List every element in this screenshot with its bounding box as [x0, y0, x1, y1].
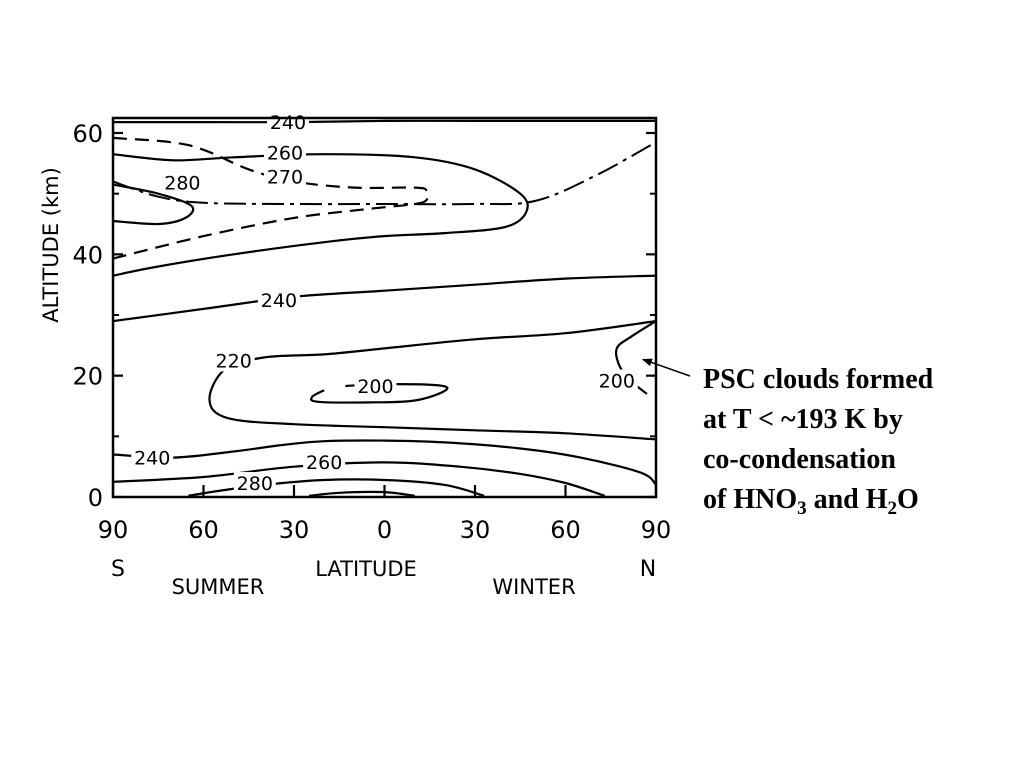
contour-label-bg: [131, 446, 174, 469]
contour-label-280: 280: [237, 473, 273, 495]
contour-label-260: 260: [267, 142, 303, 164]
x-axis-label: LATITUDE: [315, 557, 417, 581]
south-label: S: [111, 557, 125, 582]
winter-label: WINTER: [492, 575, 575, 599]
x-tick-label: 90: [98, 516, 129, 544]
x-tick-label: 90: [641, 516, 672, 544]
contour-label-200: 200: [357, 376, 393, 398]
contour-line-200-6: [309, 383, 449, 404]
axis-labels: ALTITUDE (km) LATITUDE S N SUMMER WINTER: [39, 167, 656, 599]
subscript: 3: [797, 498, 807, 519]
contour-line-280-10: [188, 478, 485, 497]
annotation-text-part: O: [897, 484, 919, 515]
contour-label-240: 240: [270, 112, 306, 134]
contour-label-240: 240: [134, 448, 170, 470]
contour-label-bg: [303, 450, 346, 473]
contour-line-220-5: [208, 320, 657, 441]
plot-axes: 0 20 40 60 90 60 30 0 30 60 90: [72, 116, 672, 544]
contour-label-220: 220: [216, 351, 252, 373]
x-tick-label: 0: [377, 516, 392, 544]
annotation-line-3: co-condensation: [703, 444, 896, 475]
contour-label-bg: [161, 171, 204, 194]
annotation-arrow: [641, 358, 691, 377]
contour-line-260-1: [112, 153, 529, 277]
psc-annotation: PSC clouds formed at T < ~193 K by co-cond…: [703, 360, 1003, 520]
contour-line-240-0: [113, 119, 656, 124]
contour-label-bg: [595, 369, 638, 392]
contour-line-unlabeled-11: [308, 490, 415, 497]
contour-label-bg: [263, 141, 306, 164]
annotation-text-part: and H: [806, 484, 888, 515]
contour-line-240-8: [112, 439, 657, 486]
y-tick-label: 0: [88, 484, 103, 512]
contour-line-240-4: [112, 274, 657, 323]
annotation-line-4: of HNO3 and H2O: [703, 480, 1003, 520]
subscript: 2: [887, 498, 898, 519]
annotation-line-2: at T < ~193 K by: [703, 404, 903, 435]
contour-label-bg: [233, 472, 276, 495]
y-tick-label: 60: [72, 120, 103, 148]
contour-label-240: 240: [261, 290, 297, 312]
contour-line-280-3: [112, 183, 195, 226]
x-tick-label: 60: [188, 516, 219, 544]
north-label: N: [640, 557, 656, 582]
contour-label-bg: [354, 374, 397, 397]
dash-dot-line: [112, 141, 657, 206]
y-tick-label: 20: [72, 363, 103, 391]
annotation-text-part: of HNO: [703, 484, 798, 515]
contour-label-bg: [212, 349, 255, 372]
x-tick-label: 30: [279, 516, 310, 544]
y-axis-label: ALTITUDE (km): [39, 167, 63, 323]
contour-line-260-9: [112, 461, 606, 497]
summer-label: SUMMER: [172, 575, 265, 599]
contour-label-260: 260: [306, 452, 342, 474]
annotation-line-1: PSC clouds formed: [703, 364, 934, 395]
contour-label-270: 270: [267, 167, 303, 189]
contour-line-270-2: [112, 136, 430, 260]
contour-label-280: 280: [164, 173, 200, 195]
x-tick-label: 30: [460, 516, 491, 544]
contour-label-200: 200: [599, 371, 635, 393]
contour-label-bg: [263, 165, 306, 188]
x-tick-label: 60: [550, 516, 581, 544]
contour-label-bg: [257, 288, 300, 311]
contour-label-bg: [266, 111, 309, 134]
y-tick-label: 40: [72, 241, 103, 269]
contour-lines: 240 260 270 280 240 220 200 200 240 260 280: [112, 111, 657, 497]
